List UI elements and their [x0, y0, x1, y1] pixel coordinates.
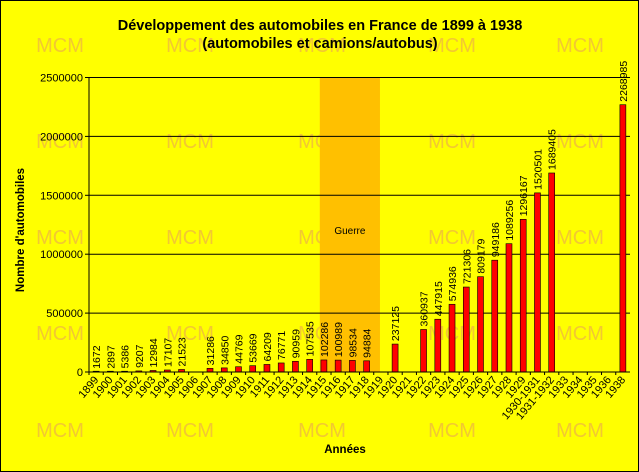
watermark-text: MCM [556, 420, 604, 442]
y-tick-label: 1000000 [40, 249, 83, 261]
watermark-text: MCM [556, 227, 604, 249]
bar [349, 360, 356, 373]
data-label: 360937 [419, 291, 431, 326]
data-label: 9207 [134, 344, 146, 368]
data-label: 44769 [233, 334, 245, 363]
watermark-text: MCM [166, 35, 214, 57]
war-band [319, 77, 380, 372]
bar [277, 362, 285, 373]
data-label: 574936 [447, 266, 459, 301]
bar [462, 286, 470, 373]
y-tick-label: 500000 [46, 308, 83, 320]
data-label: 31286 [205, 336, 217, 365]
watermark-text: MCM [36, 323, 84, 345]
bar [363, 360, 370, 373]
data-label: 2897 [105, 345, 117, 369]
watermark-text: MCM [166, 227, 214, 249]
bar [391, 343, 399, 373]
y-tick-label: 2000000 [40, 131, 83, 143]
watermark-text: MCM [36, 35, 84, 57]
data-label: 949186 [490, 222, 502, 257]
y-tick-label: 2500000 [40, 73, 83, 85]
watermark-text: MCM [166, 323, 214, 345]
watermark-text: MCM [428, 227, 476, 249]
data-label: 94884 [362, 328, 374, 357]
chart-title-line1: Développement des automobiles en France … [118, 18, 523, 34]
data-label: 721306 [461, 249, 473, 284]
bar [548, 172, 555, 373]
bar [334, 359, 342, 373]
watermark-text: MCM [36, 227, 84, 249]
bar [448, 303, 456, 373]
watermark-text: MCM [428, 35, 476, 57]
bar [491, 259, 499, 373]
watermark-text: MCM [166, 420, 214, 442]
y-axis-label: Nombre d'automobiles [15, 168, 27, 292]
data-label: 90959 [290, 329, 302, 358]
watermark-text: MCM [298, 35, 346, 57]
data-label: 237125 [390, 306, 402, 341]
bar [320, 359, 328, 373]
axes: 0500000100000015000002000000250000018991… [40, 73, 630, 422]
bar [519, 219, 527, 373]
data-label: 12984 [148, 338, 160, 367]
data-label: 53669 [248, 333, 260, 362]
bar [434, 318, 442, 373]
data-labels: 1672 2897 5386 9207 12984 17107 21523 31286 3485… [91, 61, 630, 369]
data-label: 447915 [433, 281, 445, 316]
data-label: 1296167 [518, 175, 530, 216]
bar [619, 104, 627, 373]
data-label: 1520501 [532, 149, 544, 190]
watermark-text: MCM [36, 131, 84, 153]
bar [534, 192, 541, 373]
bar [249, 365, 257, 373]
watermark-text: MCM [556, 131, 604, 153]
war-highlight: Guerre [319, 77, 380, 372]
bar [206, 368, 214, 373]
data-label: 21523 [177, 337, 189, 366]
data-label: 17107 [162, 338, 174, 367]
data-label: 2268985 [618, 61, 630, 102]
watermark-text: MCM [36, 420, 84, 442]
data-label: 1089256 [504, 200, 516, 241]
bar [292, 360, 299, 373]
bar [306, 359, 313, 373]
bar [477, 276, 484, 373]
data-label: 102286 [319, 322, 331, 357]
bars [92, 104, 627, 373]
war-annotation: Guerre [334, 226, 366, 237]
watermark-text: MCM [166, 131, 214, 153]
data-label: 100989 [333, 322, 345, 357]
data-label: 1689405 [547, 129, 559, 170]
bar [220, 367, 228, 373]
watermark-text: MCM [428, 420, 476, 442]
data-label: 107535 [305, 321, 317, 356]
data-label: 1672 [91, 345, 103, 369]
watermark-text: MCM [556, 323, 604, 345]
watermark-text: MCM [298, 420, 346, 442]
chart-title-line2: (automobiles et camions/autobus) [202, 36, 437, 52]
data-label: 809179 [476, 238, 488, 273]
y-tick-label: 1500000 [40, 190, 83, 202]
watermark-text: MCM [428, 131, 476, 153]
data-label: 5386 [120, 345, 132, 369]
bar [420, 329, 427, 373]
data-label: 34850 [219, 336, 231, 365]
bar [505, 243, 513, 373]
y-tick-label: 0 [77, 367, 83, 379]
data-label: 98534 [347, 328, 359, 357]
watermark-text: MCM [556, 35, 604, 57]
data-label: 76771 [276, 331, 288, 360]
bar [263, 364, 271, 373]
data-label: 64209 [262, 332, 274, 361]
x-axis-label: Années [324, 444, 366, 456]
bar [235, 366, 242, 373]
